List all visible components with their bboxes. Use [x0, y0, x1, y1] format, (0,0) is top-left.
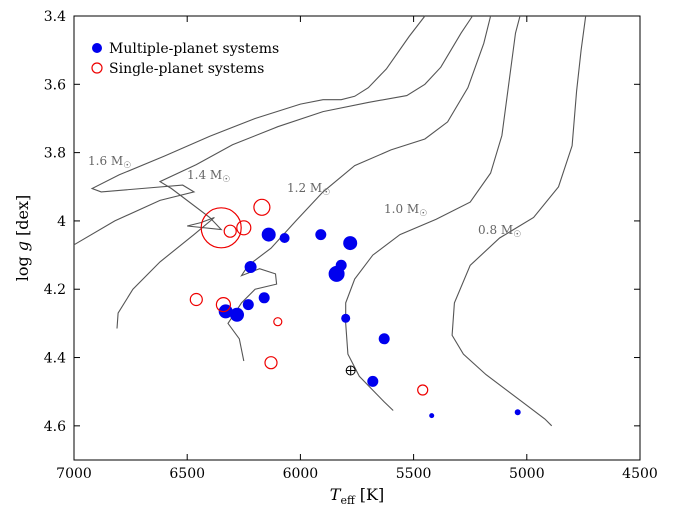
single-planet-point	[223, 224, 237, 238]
y-axis-label-var: g	[13, 241, 32, 251]
multi-planet-point	[367, 375, 379, 387]
x-tick-label: 6000	[283, 466, 319, 482]
mass-track-label: 0.8 M☉	[478, 223, 521, 240]
x-axis-label-unit: [K]	[360, 485, 384, 504]
sun-icon	[345, 365, 356, 376]
y-tick-label: 4.4	[44, 351, 66, 367]
mass-track-label: 1.6 M☉	[88, 154, 131, 171]
x-axis-label-main: T	[330, 485, 342, 504]
multi-planet-point	[244, 261, 257, 273]
y-axis-label: log g [dex]	[13, 195, 32, 282]
mass-track	[227, 15, 492, 362]
y-axis-label-prefix: log	[13, 251, 32, 281]
multi-planet-point	[258, 292, 270, 304]
multi-planet-point	[429, 413, 435, 419]
data-points	[189, 198, 521, 419]
y-tick-label: 3.6	[44, 77, 66, 93]
mass-track-label: 1.0 M☉	[384, 202, 427, 219]
multi-planet-point	[261, 227, 276, 242]
x-tick-label: 7000	[56, 466, 92, 482]
multi-planet-point	[242, 299, 254, 311]
mass-track	[451, 15, 587, 427]
single-planet-point	[200, 207, 242, 249]
x-tick-label: 6500	[169, 466, 205, 482]
legend-marker-single	[91, 62, 103, 74]
legend-marker-multiple	[92, 43, 102, 53]
x-tick-label: 4500	[622, 466, 658, 482]
single-planet-point	[236, 220, 252, 236]
multi-planet-point	[315, 229, 327, 241]
x-axis-label-sub: eff	[340, 494, 356, 507]
x-axis-label: Teff [K]	[330, 485, 384, 507]
single-planet-point	[264, 356, 278, 370]
multi-planet-point	[328, 265, 345, 282]
multi-planet-point	[343, 236, 358, 251]
y-tick-label: 4.6	[44, 419, 66, 435]
axis-ticks: 7000 6500 6000 5500 5000 4500 3.4 3.6 3.8 4 4.2 4.4…	[44, 9, 658, 482]
multi-planet-point	[378, 333, 390, 345]
single-planet-point	[189, 292, 203, 307]
multi-planet-point	[230, 307, 244, 322]
single-planet-point	[215, 297, 231, 313]
y-tick-label: 3.8	[44, 146, 66, 162]
single-planet-point	[273, 317, 283, 327]
mass-track-label: 1.4 M☉	[187, 168, 230, 185]
single-planet-point	[253, 198, 271, 216]
plot-frame	[73, 15, 641, 461]
legend-label-single: Single-planet systems	[109, 61, 264, 77]
y-tick-label: 4.2	[44, 282, 66, 298]
mass-track	[116, 15, 473, 329]
evolutionary-tracks: 1.6 M☉ 1.4 M☉ 1.2 M☉ 1.0 M☉ 0.8 M☉	[73, 15, 587, 427]
y-tick-label: 3.4	[44, 9, 66, 25]
mass-track	[73, 15, 426, 246]
x-tick-label: 5500	[396, 466, 432, 482]
multi-planet-point	[341, 313, 351, 323]
legend-label-multiple: Multiple-planet systems	[109, 41, 279, 57]
y-tick-label: 4	[57, 214, 66, 230]
y-axis-label-unit: [dex]	[13, 195, 32, 236]
mass-track-label: 1.2 M☉	[287, 181, 330, 198]
multi-planet-point	[514, 409, 521, 416]
legend: Multiple-planet systems Single-planet sy…	[91, 41, 279, 77]
mass-track	[345, 15, 521, 411]
single-planet-point	[417, 384, 429, 396]
multi-planet-point	[279, 233, 290, 243]
x-tick-label: 5000	[509, 466, 545, 482]
